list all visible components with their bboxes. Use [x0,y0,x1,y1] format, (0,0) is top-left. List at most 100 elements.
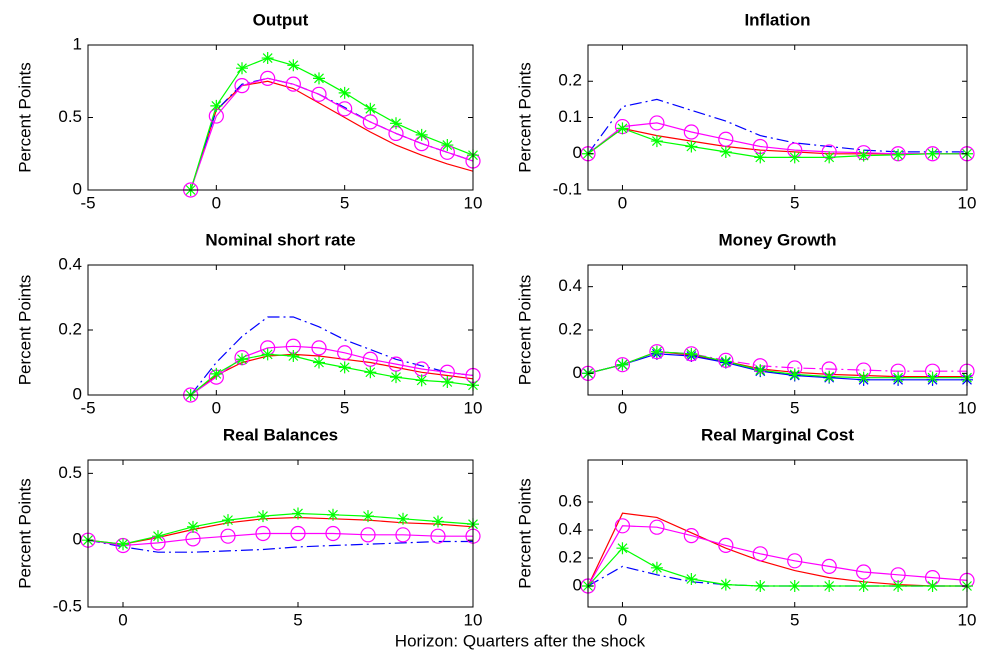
marker [683,346,699,362]
x-tick-label: 5 [293,610,302,629]
marker [892,148,905,161]
marker [313,72,325,85]
marker [892,580,905,592]
marker [441,376,454,388]
marker [892,371,905,384]
marker [683,124,699,140]
x-tick-label: 10 [958,398,977,417]
y-axis-label: Percent Points [515,62,534,173]
marker [718,537,734,554]
marker [236,353,248,366]
marker [856,564,872,580]
y-tick-label: 0 [573,575,582,594]
marker [311,340,327,356]
marker [222,514,234,527]
marker [360,527,376,543]
marker [649,519,665,535]
marker [327,508,339,521]
marker [415,374,428,387]
plot-area [88,265,473,395]
x-tick-label: 10 [464,610,483,629]
marker [788,151,801,164]
x-tick-label: 5 [790,610,799,629]
axes-box [587,459,968,608]
series-line [588,98,967,155]
marker [337,345,353,361]
marker [292,507,304,520]
marker [364,366,377,379]
marker [614,357,631,373]
marker [260,70,276,86]
marker [719,578,732,591]
x-tick-label: 0 [212,193,221,212]
series-line [190,57,473,190]
marker [719,145,732,158]
marker [152,530,164,543]
x-tick-label: 0 [618,610,627,629]
marker [649,344,665,360]
marker [261,348,274,361]
y-tick-label: 0 [73,530,82,549]
marker [441,139,454,152]
marker [362,114,378,130]
y-tick-label: 0.1 [558,107,582,126]
marker [255,525,271,542]
marker [287,59,300,72]
marker [430,528,446,544]
marker [683,527,699,544]
x-tick-label: 10 [464,398,483,417]
series-line [588,565,967,587]
y-tick-label: -0.1 [553,179,582,198]
series-line [190,316,473,395]
panel-title: Inflation [744,10,810,29]
x-tick-label: 10 [464,193,483,212]
marker [390,117,402,130]
marker [257,510,269,523]
x-tick-label: 10 [958,193,977,212]
x-axis-label: Horizon: Quarters after the shock [395,631,646,650]
marker [117,538,129,551]
axes-box [87,459,474,608]
y-axis-label: Percent Points [515,478,534,589]
marker [649,115,665,131]
series-line [190,353,473,395]
y-tick-label: 0.2 [558,319,582,338]
marker [685,140,698,153]
marker [364,102,377,115]
marker [650,345,663,358]
marker [290,525,306,542]
marker [338,361,351,374]
y-tick-label: 0.2 [558,547,582,566]
series-line [588,512,967,587]
marker [337,101,353,117]
marker [754,364,767,377]
y-tick-label: 0 [73,179,82,198]
series-line [190,80,473,190]
marker [650,561,663,574]
marker [857,149,870,162]
x-tick-label: 0 [212,398,221,417]
y-tick-label: 0.4 [558,276,582,295]
marker [616,542,629,555]
y-tick-label: 0.6 [558,491,582,510]
x-tick-label: 0 [118,610,127,629]
panel-title: Output [253,10,309,29]
marker [752,546,768,562]
series-line [588,525,967,587]
marker [285,76,301,92]
marker [362,510,374,523]
y-axis-label: Percent Points [15,62,34,173]
marker [616,122,629,135]
marker [261,52,274,65]
marker [685,347,698,360]
marker [650,135,663,148]
marker [823,370,836,383]
y-tick-label: 0.4 [558,519,582,538]
marker [857,371,870,384]
x-tick-label: 0 [618,193,627,212]
marker [719,355,732,368]
marker [787,553,803,569]
y-tick-label: 0 [573,363,582,382]
marker [210,367,223,380]
marker [415,128,428,141]
